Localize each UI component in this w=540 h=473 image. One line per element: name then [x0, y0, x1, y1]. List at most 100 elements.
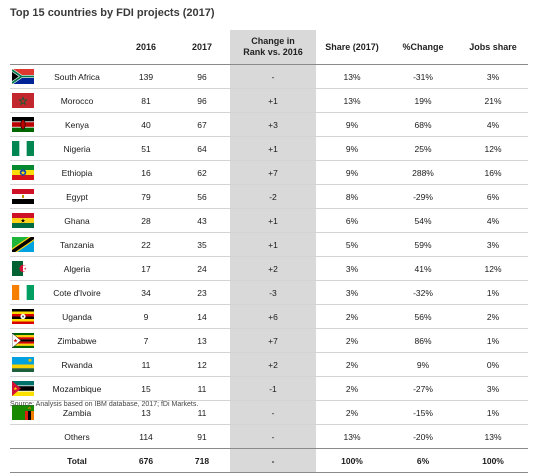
share-2017: 6% [316, 208, 388, 233]
egypt-flag-icon [12, 189, 34, 204]
share-2017: 9% [316, 112, 388, 137]
share-2017: 2% [316, 304, 388, 329]
jobs-share: 6% [458, 184, 528, 209]
value-2017: 23 [174, 280, 230, 305]
value-2017: 56 [174, 184, 230, 209]
mozambique-flag-icon [12, 381, 34, 396]
pct-change: 68% [388, 112, 458, 137]
rank-change: +1 [230, 232, 316, 257]
share-2017: 9% [316, 136, 388, 161]
jobs-share: 4% [458, 112, 528, 137]
country-name: South Africa [36, 64, 118, 89]
table-row: Rwanda 11 12 +2 2% 9% 0% [10, 352, 528, 377]
pct-change: 6% [388, 448, 458, 473]
rank-change: +1 [230, 208, 316, 233]
share-2017: 13% [316, 88, 388, 113]
table-row: Kenya 40 67 +3 9% 68% 4% [10, 112, 528, 137]
flag-cell [10, 304, 36, 329]
pct-change: 9% [388, 352, 458, 377]
zambia-flag-icon [12, 405, 34, 420]
rank-change: -1 [230, 376, 316, 401]
share-2017: 2% [316, 352, 388, 377]
country-name: Tanzania [36, 232, 118, 257]
value-2017: 43 [174, 208, 230, 233]
rank-change: - [230, 400, 316, 425]
rank-change: +7 [230, 160, 316, 185]
total-row: Total 676 718-100% 6% 100% [10, 448, 528, 473]
source-note: Source: Analysis based on IBM database, … [10, 401, 199, 408]
flag-cell [10, 208, 36, 233]
pct-change: -29% [388, 184, 458, 209]
share-2017: 5% [316, 232, 388, 257]
pct-change: -20% [388, 424, 458, 449]
share-2017: 2% [316, 328, 388, 353]
value-2016: 40 [118, 112, 174, 137]
south-africa-flag-icon [12, 69, 34, 84]
flag-cell [10, 64, 36, 89]
share-2017: 9% [316, 160, 388, 185]
value-2017: 13 [174, 328, 230, 353]
morocco-flag-icon [12, 93, 34, 108]
others-row: Others 114 91-13% -20% 13% [10, 424, 528, 449]
table-row: Egypt 79 56 -2 8% -29% 6% [10, 184, 528, 209]
rank-change: +1 [230, 136, 316, 161]
value-2017: 12 [174, 352, 230, 377]
table-row: Morocco 81 96 +1 13% 19% 21% [10, 88, 528, 113]
jobs-share: 3% [458, 232, 528, 257]
value-2017: 35 [174, 232, 230, 257]
jobs-share: 12% [458, 136, 528, 161]
rank-change: - [230, 424, 316, 449]
jobs-share: 21% [458, 88, 528, 113]
flag-cell [10, 112, 36, 137]
value-2017: 11 [174, 376, 230, 401]
flag-cell [10, 280, 36, 305]
value-2017: 96 [174, 64, 230, 89]
jobs-share: 0% [458, 352, 528, 377]
share-2017: 3% [316, 280, 388, 305]
flag-cell [10, 160, 36, 185]
country-name: Rwanda [36, 352, 118, 377]
rank-change: - [230, 64, 316, 89]
value-2017: 96 [174, 88, 230, 113]
jobs-share: 16% [458, 160, 528, 185]
jobs-share: 1% [458, 328, 528, 353]
country-name: Kenya [36, 112, 118, 137]
header-2016: 2016 [118, 30, 174, 65]
country-name: Mozambique [36, 376, 118, 401]
ghana-flag-icon [12, 213, 34, 228]
share-2017: 2% [316, 400, 388, 425]
value-2016: 114 [118, 424, 174, 449]
pct-change: 86% [388, 328, 458, 353]
jobs-share: 100% [458, 448, 528, 473]
value-2016: 28 [118, 208, 174, 233]
country-name: Zimbabwe [36, 328, 118, 353]
ethiopia-flag-icon [12, 165, 34, 180]
header-pct-change: %Change [388, 30, 458, 65]
header-share-2017: Share (2017) [316, 30, 388, 65]
flag-cell [10, 184, 36, 209]
flag-cell [10, 424, 36, 449]
flag-cell [10, 328, 36, 353]
pct-change: -31% [388, 64, 458, 89]
value-2016: 676 [118, 448, 174, 473]
fdi-table: 2016 2017 Change in Rank vs. 2016 Share … [10, 30, 528, 473]
value-2017: 14 [174, 304, 230, 329]
table-row: Tanzania 22 35 +1 5% 59% 3% [10, 232, 528, 257]
share-2017: 2% [316, 376, 388, 401]
value-2016: 11 [118, 352, 174, 377]
table-row: Nigeria 51 64 +1 9% 25% 12% [10, 136, 528, 161]
uganda-flag-icon [12, 309, 34, 324]
value-2017: 718 [174, 448, 230, 473]
header-flag [10, 30, 36, 65]
share-2017: 8% [316, 184, 388, 209]
jobs-share: 4% [458, 208, 528, 233]
flag-cell [10, 352, 36, 377]
country-name: Morocco [36, 88, 118, 113]
rank-change: +2 [230, 352, 316, 377]
table-row: Cote d'Ivoire 34 23 -3 3% -32% 1% [10, 280, 528, 305]
rank-change: +3 [230, 112, 316, 137]
jobs-share: 3% [458, 376, 528, 401]
header-2017: 2017 [174, 30, 230, 65]
kenya-flag-icon [12, 117, 34, 132]
share-2017: 100% [316, 448, 388, 473]
